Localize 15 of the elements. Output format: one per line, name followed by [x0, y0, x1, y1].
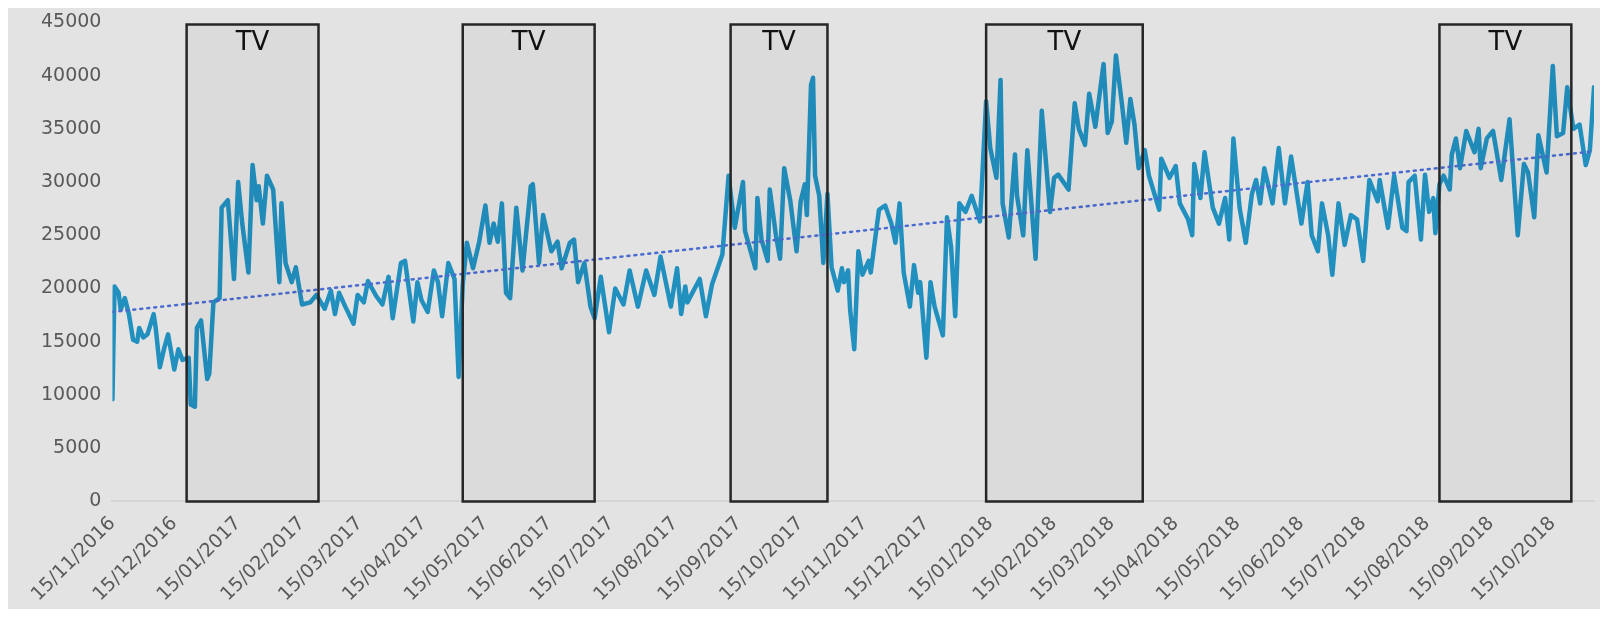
- y-tick-label: 25000: [40, 222, 102, 245]
- band-label: TV: [234, 26, 270, 57]
- y-tick-label: 30000: [40, 169, 102, 192]
- y-tick-label: 35000: [40, 115, 102, 138]
- band-label: TV: [510, 26, 546, 57]
- y-tick-label: 40000: [40, 62, 102, 85]
- y-tick-label: 45000: [40, 9, 102, 32]
- y-tick-label: 20000: [40, 275, 102, 298]
- y-tick-label: 10000: [40, 381, 102, 404]
- y-tick-label: 15000: [40, 328, 102, 351]
- y-tick-label: 5000: [53, 435, 102, 458]
- band-label: TV: [761, 26, 797, 57]
- band-label: TV: [1046, 26, 1082, 57]
- band-label: TV: [1487, 26, 1523, 57]
- y-tick-label: 0: [89, 488, 102, 511]
